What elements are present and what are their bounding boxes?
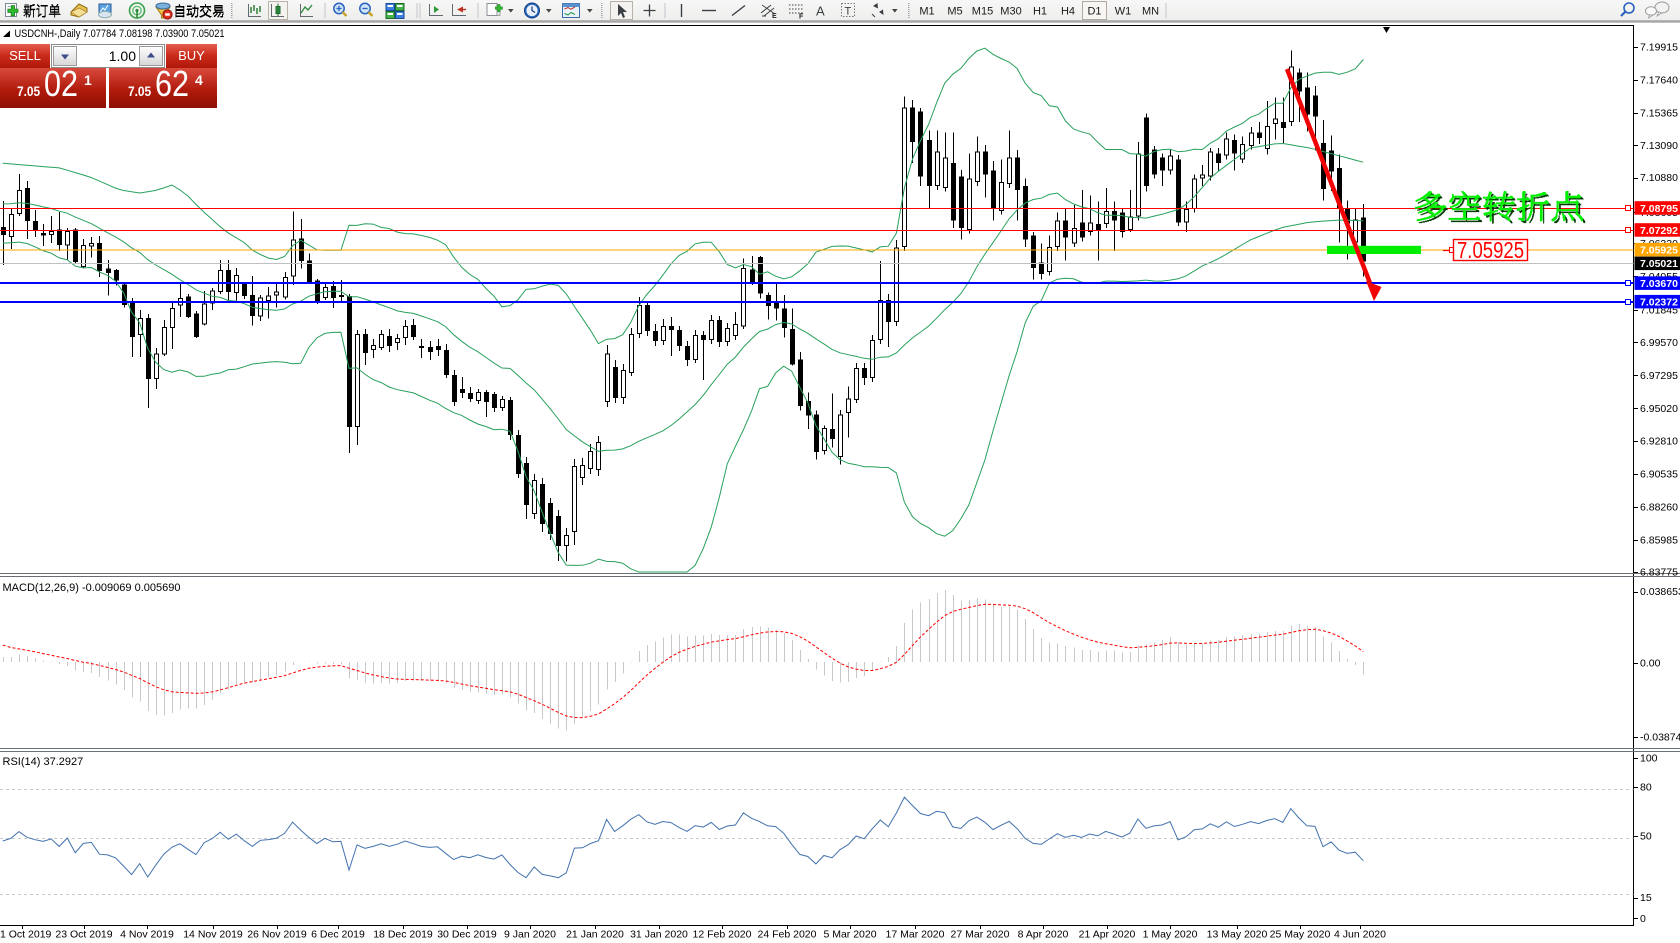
svg-text:E: E [772,13,777,20]
svg-text:6.99570: 6.99570 [1640,337,1678,349]
svg-text:21 Jan 2020: 21 Jan 2020 [566,929,624,941]
svg-text:6.83775: 6.83775 [1640,567,1678,579]
svg-text:7.05925: 7.05925 [1457,237,1524,263]
svg-text:0.00: 0.00 [1640,658,1661,670]
svg-text:USDCNH-,Daily 7.07784 7.08198: USDCNH-,Daily 7.07784 7.08198 7.03900 7.… [15,28,225,40]
svg-text:7.10880: 7.10880 [1640,172,1678,184]
svg-text:18 Dec 2019: 18 Dec 2019 [373,929,433,941]
svg-text:27 Mar 2020: 27 Mar 2020 [951,929,1010,941]
svg-text:7.13090: 7.13090 [1640,140,1678,152]
svg-text:M1: M1 [919,6,934,18]
svg-text:4 Nov 2019: 4 Nov 2019 [120,929,174,941]
svg-text:MACD(12,26,9) -0.009069 0.0056: MACD(12,26,9) -0.009069 0.005690 [3,582,181,594]
svg-text:6.92810: 6.92810 [1640,435,1678,447]
svg-text:6.95020: 6.95020 [1640,403,1678,415]
svg-text:7.17640: 7.17640 [1640,75,1678,87]
svg-text:12 Feb 2020: 12 Feb 2020 [693,929,752,941]
svg-text:26 Nov 2019: 26 Nov 2019 [247,929,307,941]
svg-text:D1: D1 [1087,6,1101,18]
svg-text:23 Oct 2019: 23 Oct 2019 [55,929,112,941]
svg-text:F: F [799,14,804,21]
svg-text:7.05925: 7.05925 [1640,245,1678,257]
svg-text:17 Mar 2020: 17 Mar 2020 [886,929,945,941]
svg-text:6.88260: 6.88260 [1640,502,1678,514]
svg-text:21 Apr 2020: 21 Apr 2020 [1079,929,1136,941]
svg-text:30 Dec 2019: 30 Dec 2019 [437,929,497,941]
svg-text:13 May 2020: 13 May 2020 [1207,929,1268,941]
svg-text:7.03670: 7.03670 [1640,278,1678,290]
svg-text:RSI(14) 37.2927: RSI(14) 37.2927 [3,756,84,768]
svg-text:H4: H4 [1061,6,1075,18]
svg-text:H1: H1 [1033,6,1047,18]
svg-text:A: A [816,4,825,19]
svg-text:24 Feb 2020: 24 Feb 2020 [758,929,817,941]
svg-text:M30: M30 [1000,6,1021,18]
svg-text:6.97295: 6.97295 [1640,370,1678,382]
svg-text:9 Jan 2020: 9 Jan 2020 [504,929,556,941]
svg-text:0: 0 [1640,913,1646,925]
svg-text:1 May 2020: 1 May 2020 [1143,929,1198,941]
svg-text:7.08795: 7.08795 [1640,203,1678,215]
svg-text:7.19915: 7.19915 [1640,42,1678,54]
svg-text:6.85985: 6.85985 [1640,535,1678,547]
svg-text:25 May 2020: 25 May 2020 [1270,929,1331,941]
svg-text:7.02372: 7.02372 [1640,297,1678,309]
svg-text:100: 100 [1640,753,1658,765]
svg-text:M5: M5 [947,6,962,18]
svg-text:15: 15 [1640,892,1652,904]
svg-text:1 Oct 2019: 1 Oct 2019 [0,929,52,941]
svg-text:W1: W1 [1115,6,1132,18]
svg-text:14 Nov 2019: 14 Nov 2019 [183,929,243,941]
svg-text:6.90535: 6.90535 [1640,469,1678,481]
svg-text:M15: M15 [972,6,993,18]
svg-text:-0.038745: -0.038745 [1640,732,1680,744]
svg-text:MN: MN [1142,6,1159,18]
svg-text:7.05021: 7.05021 [1640,258,1678,270]
svg-text:0.038653: 0.038653 [1640,586,1680,598]
svg-text:7.07292: 7.07292 [1640,225,1678,237]
svg-text:50: 50 [1640,831,1652,843]
svg-text:4 Jun 2020: 4 Jun 2020 [1334,929,1386,941]
svg-text:8 Apr 2020: 8 Apr 2020 [1018,929,1069,941]
svg-text:6 Dec 2019: 6 Dec 2019 [311,929,365,941]
svg-text:7.15365: 7.15365 [1640,107,1678,119]
svg-text:T: T [845,6,852,18]
svg-text:31 Jan 2020: 31 Jan 2020 [630,929,688,941]
svg-text:80: 80 [1640,782,1652,794]
svg-text:5 Mar 2020: 5 Mar 2020 [823,929,876,941]
